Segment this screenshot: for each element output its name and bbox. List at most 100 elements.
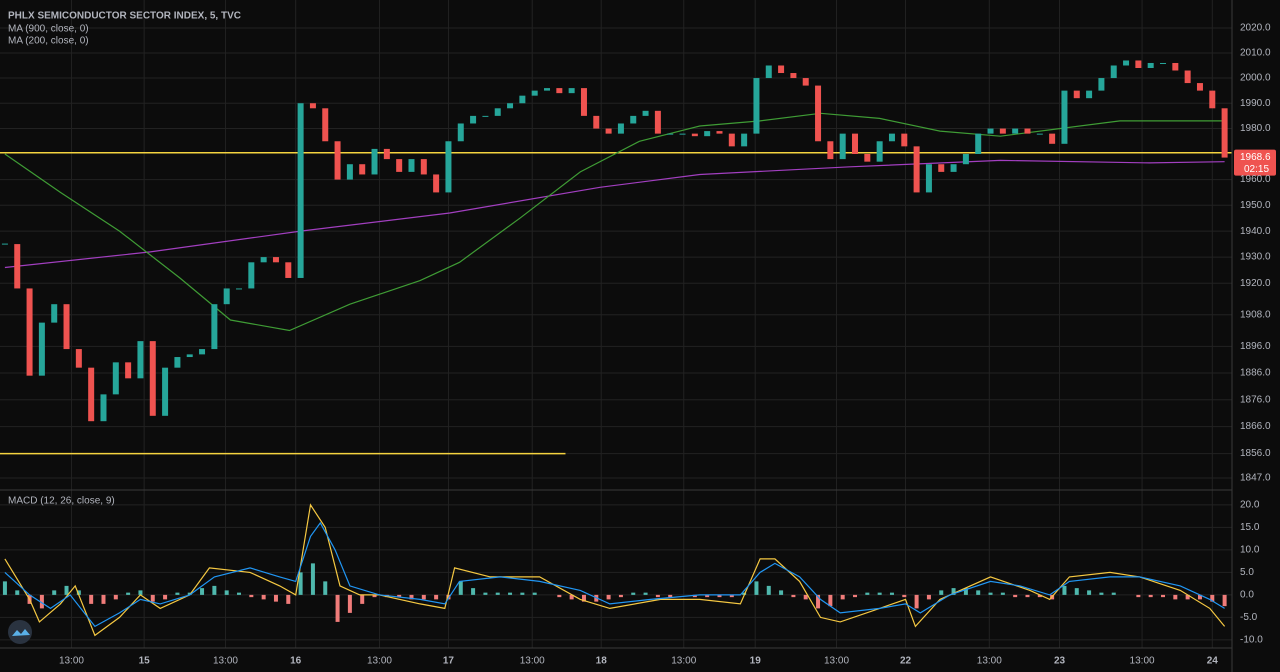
candle [457,123,464,142]
histogram-bar [914,594,919,609]
histogram-bar [717,594,722,598]
histogram-bar [249,594,254,598]
y-tick-label: 1866.0 [1240,421,1271,432]
candle [260,257,267,263]
candle [765,65,772,79]
candle [1061,90,1068,144]
candle [211,304,218,350]
histogram-bar [113,594,118,600]
histogram-bar [1099,592,1104,595]
candle [322,108,329,142]
candle [346,164,353,180]
candle [482,115,489,117]
candle [716,131,723,134]
y-tick-label: 10.0 [1240,545,1260,556]
candle [1036,133,1043,135]
histogram-bar [643,592,648,595]
y-tick-label: -10.0 [1240,635,1263,646]
candle [568,88,575,94]
x-tick-label: 13:00 [59,656,84,667]
histogram-bar [816,594,821,609]
line-series [4,521,1225,628]
x-tick-label: 13:00 [824,656,849,667]
candle [1123,60,1130,66]
x-tick-label: 24 [1207,656,1219,667]
histogram-bar [840,594,845,600]
logo [8,620,32,644]
candle [1024,128,1031,134]
candle [852,133,859,155]
histogram-bar [421,594,426,600]
histogram-bar [532,592,537,595]
histogram-bar [434,594,439,600]
labels: PHLX SEMICONDUCTOR SECTOR INDEX, 5, TVC … [8,11,1271,667]
histogram-bar [1025,594,1030,598]
histogram-bar [52,590,57,595]
legend-entry: MA (200, close, 0) [8,36,89,47]
x-tick-label: 23 [1054,656,1066,667]
histogram-bar [742,592,747,595]
histogram-bar [865,592,870,595]
candle [531,90,538,96]
histogram-bar [76,590,81,595]
histogram-bar [889,592,894,595]
candle [334,141,341,180]
histogram-bar [1222,594,1227,607]
histogram-bar [261,594,266,600]
candle [359,164,366,175]
candle [420,159,427,175]
histogram-bar [1037,594,1042,598]
histogram-bar [471,588,476,595]
candle [975,133,982,155]
y-tick-label: -5.0 [1240,612,1258,623]
candle [445,141,452,193]
candle [950,164,957,172]
candle [925,164,932,193]
histogram-bar [951,588,956,595]
candle [667,133,674,135]
candle [593,115,600,129]
candle [470,115,477,124]
histogram-bar [618,594,623,598]
histogram-bar [200,588,205,595]
histogram-bar [803,594,808,600]
histogram-bar [1013,594,1018,598]
candle [704,131,711,137]
candle [815,85,822,142]
candle [433,174,440,193]
histogram-bar [631,592,636,595]
histogram-bar [175,592,180,595]
candle [88,367,95,422]
histogram-bar [692,594,697,598]
histogram-bar [705,594,710,598]
histogram-bar [2,581,7,595]
macd-title: MACD (12, 26, close, 9) [8,496,115,507]
candle [408,159,415,172]
histogram-bar [1148,594,1153,598]
candle [938,164,945,172]
histogram-bar [606,594,611,600]
histogram-bar [1136,594,1141,598]
line-series [4,159,1225,269]
x-tick-label: 13:00 [520,656,545,667]
candle [507,103,514,109]
histogram-bar [126,592,131,595]
histogram-bar [323,581,328,595]
candle [1135,60,1142,69]
y-tick-label: 1896.0 [1240,341,1271,352]
candle [383,148,390,160]
candle [272,257,279,263]
y-tick-label: 1940.0 [1240,226,1271,237]
y-tick-label: 1990.0 [1240,98,1271,109]
histogram-bar [779,590,784,595]
candle [901,133,908,147]
candle [790,73,797,79]
histogram-bar [926,594,931,600]
candle [1160,62,1167,64]
candle [236,288,243,290]
histogram-bar [766,585,771,595]
y-tick-label: 20.0 [1240,499,1260,510]
histogram-bar [163,594,168,600]
